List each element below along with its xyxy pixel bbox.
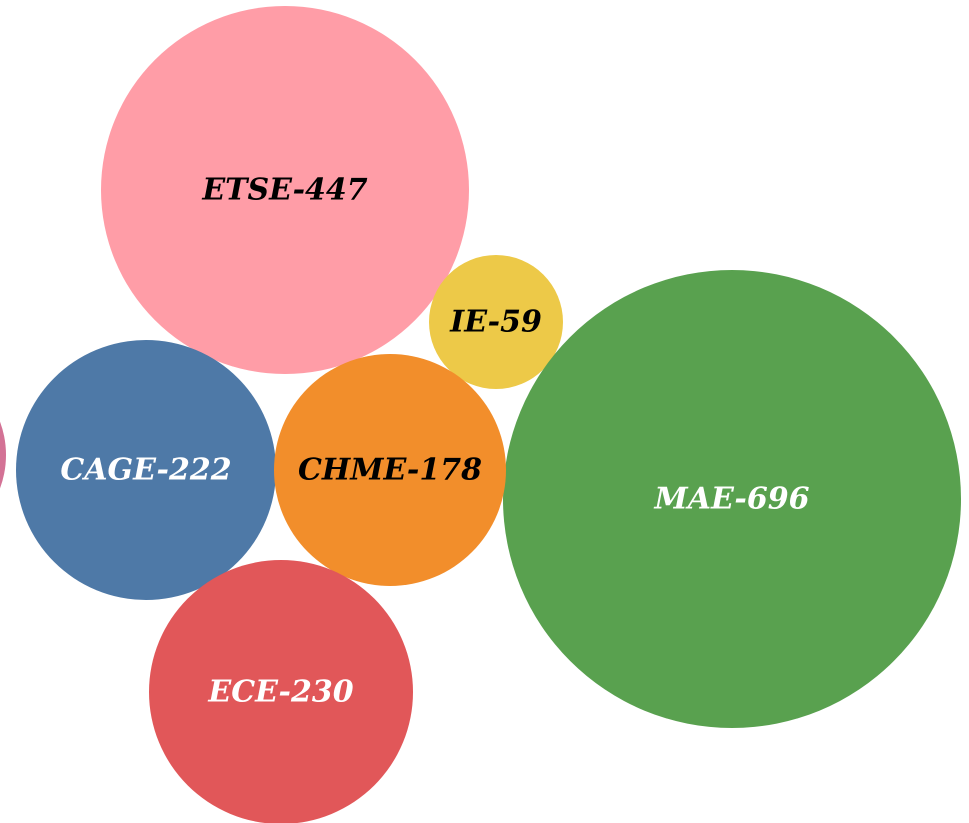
bubble-ie-59 <box>429 255 563 389</box>
bubble-label-ece-230: ECE-230 <box>207 675 353 710</box>
bubble-cage-222 <box>16 340 276 600</box>
bubble-ece-230 <box>149 560 413 823</box>
bubble-group: ETSE-447 IE-59 MAE-696 CAGE-222 CHME-178 ECE-… <box>0 6 961 823</box>
bubble-label-chme-178: CHME-178 <box>298 453 482 488</box>
bubble-mae-696 <box>503 270 961 728</box>
bubble-label-cage-222: CAGE-222 <box>60 453 231 488</box>
bubble-label-etse-447: ETSE-447 <box>201 173 367 208</box>
bubble-partial-bubble <box>0 421 6 489</box>
bubble-chme-178 <box>274 354 506 586</box>
bubble-label-ie-59: IE-59 <box>449 305 542 340</box>
bubble-etse-447 <box>101 6 469 374</box>
bubble-label-mae-696: MAE-696 <box>654 482 810 517</box>
